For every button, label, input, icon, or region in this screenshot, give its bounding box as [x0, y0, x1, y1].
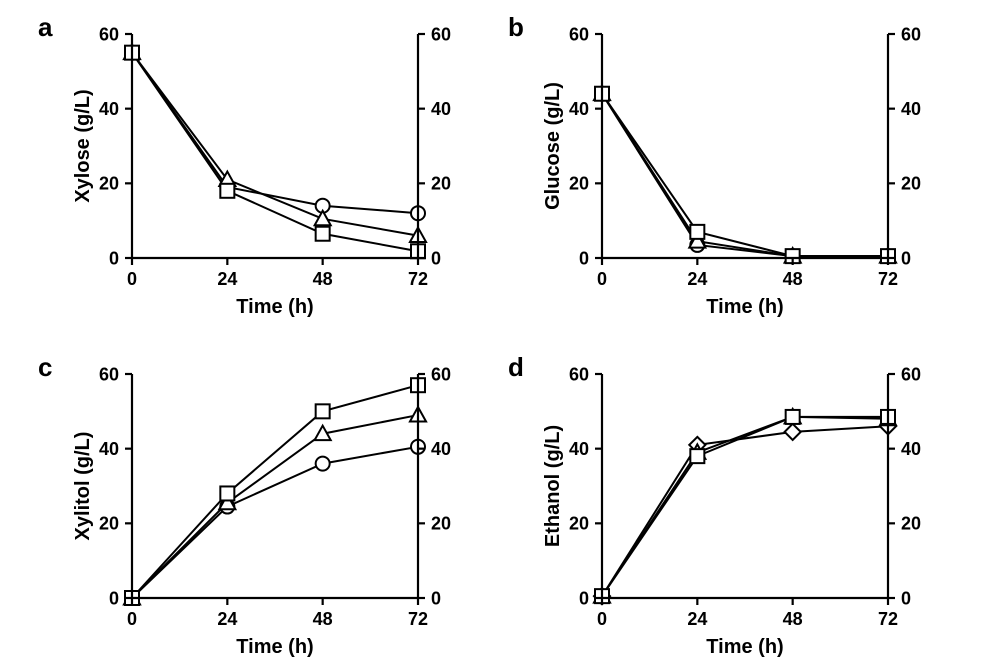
panel-d: 024487202040600204060Time (h)Ethanol (g/…	[530, 360, 940, 660]
x-tick-label: 48	[313, 609, 333, 629]
series-line	[132, 385, 418, 598]
x-tick-label: 0	[597, 269, 607, 289]
y-tick-label-right: 40	[901, 99, 921, 119]
y-tick-label-right: 40	[901, 439, 921, 459]
series-line	[602, 94, 888, 256]
y-tick-label-right: 60	[901, 24, 921, 44]
y-tick-label-right: 60	[431, 364, 451, 384]
y-tick-label-left: 60	[99, 24, 119, 44]
x-tick-label: 48	[783, 609, 803, 629]
y-axis-label: Xylitol (g/L)	[72, 432, 94, 541]
series-line	[132, 415, 418, 598]
series-line	[602, 94, 888, 256]
x-tick-label: 0	[127, 269, 137, 289]
y-tick-label-left: 20	[99, 174, 119, 194]
y-tick-label-left: 60	[99, 364, 119, 384]
y-tick-label-left: 0	[579, 248, 589, 268]
panel-label-a: a	[38, 12, 52, 43]
y-tick-label-right: 20	[431, 514, 451, 534]
y-tick-label-right: 0	[431, 588, 441, 608]
x-tick-label: 72	[408, 609, 428, 629]
x-axis-label: Time (h)	[236, 296, 313, 318]
y-axis-label: Ethanol (g/L)	[542, 425, 564, 547]
panel-label-d: d	[508, 352, 524, 383]
y-tick-label-left: 40	[569, 439, 589, 459]
y-tick-label-left: 40	[99, 439, 119, 459]
y-tick-label-left: 0	[109, 588, 119, 608]
x-tick-label: 0	[597, 609, 607, 629]
panel-label-c: c	[38, 352, 52, 383]
panel-a: 024487202040600204060Time (h)Xylose (g/L…	[60, 20, 470, 320]
x-tick-label: 72	[878, 609, 898, 629]
x-tick-label: 72	[878, 269, 898, 289]
panel-b: 024487202040600204060Time (h)Glucose (g/…	[530, 20, 940, 320]
x-tick-label: 0	[127, 609, 137, 629]
chart-b: 024487202040600204060Time (h)Glucose (g/…	[530, 20, 940, 320]
y-tick-label-right: 0	[901, 588, 911, 608]
y-tick-label-right: 40	[431, 99, 451, 119]
chart-d: 024487202040600204060Time (h)Ethanol (g/…	[530, 360, 940, 660]
series-line	[132, 53, 418, 252]
y-tick-label-left: 60	[569, 364, 589, 384]
series-line	[602, 417, 888, 596]
y-tick-label-right: 20	[901, 174, 921, 194]
y-tick-label-right: 60	[901, 364, 921, 384]
y-tick-label-right: 60	[431, 24, 451, 44]
y-tick-label-left: 20	[569, 174, 589, 194]
x-axis-label: Time (h)	[236, 636, 313, 658]
x-axis-label: Time (h)	[706, 636, 783, 658]
x-axis-label: Time (h)	[706, 296, 783, 318]
x-tick-label: 48	[783, 269, 803, 289]
y-tick-label-left: 60	[569, 24, 589, 44]
x-tick-label: 72	[408, 269, 428, 289]
y-tick-label-right: 0	[431, 248, 441, 268]
chart-a: 024487202040600204060Time (h)Xylose (g/L…	[60, 20, 470, 320]
y-tick-label-right: 20	[901, 514, 921, 534]
series-line	[132, 53, 418, 214]
y-tick-label-left: 20	[569, 514, 589, 534]
y-axis-label: Xylose (g/L)	[72, 89, 94, 202]
y-tick-label-right: 40	[431, 439, 451, 459]
y-axis-label: Glucose (g/L)	[542, 82, 564, 210]
chart-c: 024487202040600204060Time (h)Xylitol (g/…	[60, 360, 470, 660]
series-line	[602, 426, 888, 596]
y-tick-label-left: 40	[569, 99, 589, 119]
x-tick-label: 24	[217, 269, 237, 289]
series-line	[602, 94, 888, 256]
y-tick-label-left: 0	[109, 248, 119, 268]
x-tick-label: 48	[313, 269, 333, 289]
series-line	[132, 53, 418, 236]
x-tick-label: 24	[217, 609, 237, 629]
series-line	[602, 417, 888, 596]
y-tick-label-right: 0	[901, 248, 911, 268]
x-tick-label: 24	[687, 609, 707, 629]
panel-c: 024487202040600204060Time (h)Xylitol (g/…	[60, 360, 470, 660]
panel-label-b: b	[508, 12, 524, 43]
figure-container: 024487202040600204060Time (h)Xylose (g/L…	[0, 0, 1000, 672]
y-tick-label-right: 20	[431, 174, 451, 194]
x-tick-label: 24	[687, 269, 707, 289]
y-tick-label-left: 40	[99, 99, 119, 119]
y-tick-label-left: 0	[579, 588, 589, 608]
y-tick-label-left: 20	[99, 514, 119, 534]
